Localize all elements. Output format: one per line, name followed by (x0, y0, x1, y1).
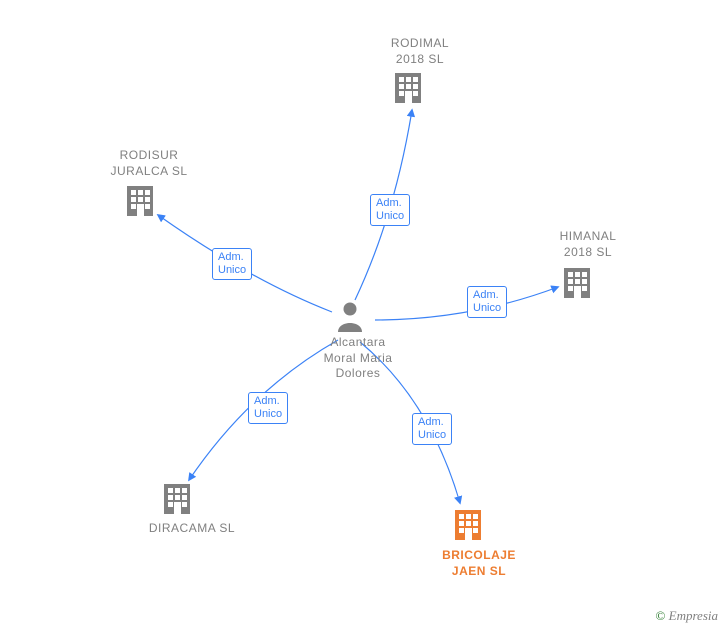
copyright-symbol: © (656, 608, 666, 623)
edge-label: Adm.Unico (412, 413, 452, 445)
person-icon (335, 300, 365, 337)
copyright-text: Empresia (669, 608, 718, 623)
building-icon (561, 266, 593, 305)
node-label: BRICOLAJEJAEN SL (434, 548, 524, 579)
copyright: © Empresia (656, 608, 719, 624)
building-icon (124, 184, 156, 223)
edge-label: Adm.Unico (467, 286, 507, 318)
center-label: AlcantaraMoral MariaDolores (323, 335, 393, 382)
building-icon (452, 508, 484, 547)
diagram-canvas: AlcantaraMoral MariaDolores RODIMAL2018 S… (0, 0, 728, 630)
building-icon (161, 482, 193, 521)
building-icon (392, 71, 424, 110)
node-label: HIMANAL2018 SL (548, 229, 628, 260)
edge-label: Adm.Unico (212, 248, 252, 280)
edge-label: Adm.Unico (248, 392, 288, 424)
node-label: DIRACAMA SL (142, 521, 242, 537)
node-label: RODIMAL2018 SL (380, 36, 460, 67)
node-label: RODISURJURALCA SL (99, 148, 199, 179)
edge-label: Adm.Unico (370, 194, 410, 226)
